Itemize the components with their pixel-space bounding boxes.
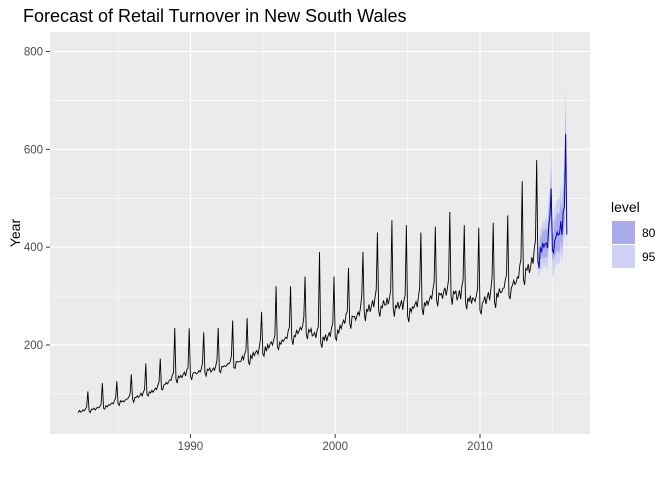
series-history-line bbox=[77, 160, 539, 414]
chart-title: Forecast of Retail Turnover in New South… bbox=[23, 6, 407, 26]
y-tick-label: 400 bbox=[24, 242, 43, 254]
legend-label-80: 80 bbox=[642, 226, 656, 240]
legend-key-80 bbox=[612, 221, 635, 244]
plot-panel bbox=[50, 32, 590, 434]
x-axis: 1990 2000 2010 bbox=[178, 434, 493, 453]
y-axis: 200 400 600 800 bbox=[24, 47, 50, 352]
y-tick-label: 200 bbox=[24, 340, 43, 352]
y-tick-label: 600 bbox=[24, 144, 43, 156]
y-axis-title: Year bbox=[7, 219, 23, 248]
forecast-band-80 bbox=[537, 105, 567, 260]
legend-title: level bbox=[611, 199, 640, 215]
forecast-interval-80 bbox=[537, 105, 567, 260]
legend-key-95 bbox=[612, 245, 635, 268]
x-tick-label: 2010 bbox=[467, 441, 493, 453]
series-forecast-line bbox=[537, 133, 568, 269]
x-tick-label: 2000 bbox=[322, 441, 348, 453]
x-tick-label: 1990 bbox=[178, 441, 204, 453]
grid-major bbox=[50, 32, 590, 434]
legend-label-95: 95 bbox=[642, 250, 656, 264]
y-tick-label: 800 bbox=[24, 47, 43, 59]
legend: level 80 95 bbox=[611, 199, 656, 268]
